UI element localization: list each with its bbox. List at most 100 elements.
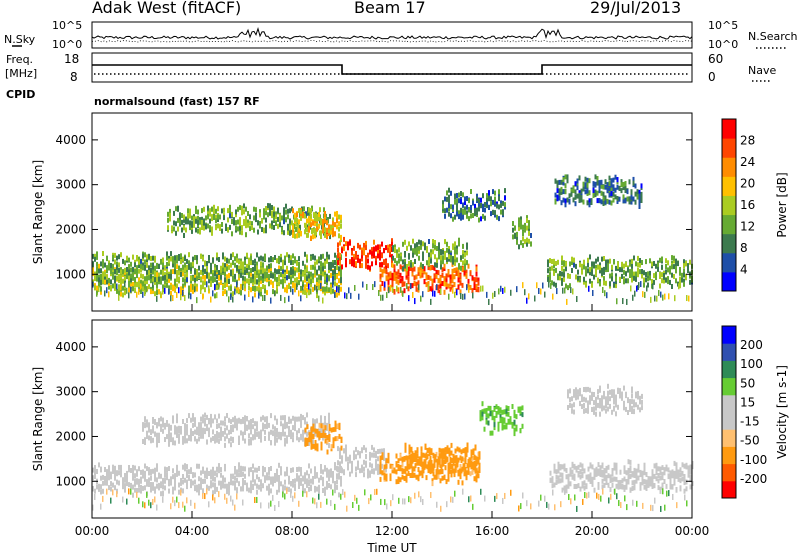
data-cell [341,468,343,474]
data-cell [634,183,637,189]
data-cell [375,246,377,252]
data-cell [408,260,410,266]
data-cell [268,275,270,280]
data-cell [186,430,188,436]
data-cell [216,265,218,270]
data-cell [501,409,504,415]
data-cell [314,230,316,236]
data-cell [106,268,108,274]
data-cell [396,260,398,266]
data-cell [493,422,496,428]
data-cell [298,484,300,489]
data-cell [549,477,552,483]
data-cell [591,269,593,275]
data-cell [336,274,338,280]
data-cell [144,463,146,469]
data-cell [152,265,154,271]
data-cell [210,418,212,424]
data-cell [452,453,455,459]
data-cell [637,475,640,481]
data-cell [178,425,180,431]
data-cell [249,226,251,232]
data-cell [191,215,193,221]
data-cell [114,275,116,281]
data-cell [464,451,467,456]
data-cell [651,279,653,284]
data-cell [385,458,388,464]
data-cell [499,407,502,413]
data-cell [241,205,243,211]
data-cell [217,223,219,229]
data-cell [138,487,140,493]
clutter-cell [292,288,294,295]
data-cell [601,463,604,469]
data-cell [585,266,587,272]
data-cell [399,477,402,483]
data-cell [142,422,144,428]
data-cell [320,275,322,281]
data-cell [186,277,188,283]
data-cell [440,264,442,270]
data-cell [278,269,280,275]
data-cell [596,176,599,181]
data-cell [310,441,313,447]
clutter-cell [108,291,110,298]
data-cell [108,284,110,290]
data-cell [142,469,144,475]
data-cell [237,226,239,232]
data-cell [665,258,667,264]
data-cell [599,265,601,271]
data-cell [621,261,623,267]
data-cell [326,449,329,455]
clutter-cell [570,287,572,294]
data-cell [314,425,316,431]
data-cell [94,285,96,291]
data-cell [432,243,434,249]
data-cell [579,277,581,283]
data-cell [206,414,208,420]
data-cell [604,184,607,190]
data-cell [244,276,246,282]
data-cell [217,206,219,212]
data-cell [421,272,424,278]
clutter-cell [652,283,654,290]
data-cell [226,413,228,418]
data-cell [408,464,411,470]
data-cell [387,247,389,253]
data-cell [148,284,150,290]
data-cell [174,485,176,491]
data-cell [188,290,190,295]
data-cell [148,427,150,433]
data-cell [224,416,226,422]
data-cell [179,217,181,222]
data-cell [202,414,204,420]
data-cell [287,214,289,220]
data-cell [355,254,357,260]
data-cell [174,473,176,479]
data-cell [108,262,110,268]
data-cell [242,264,244,270]
data-cell [160,278,162,284]
data-cell [228,429,230,435]
data-cell [389,246,391,252]
data-cell [591,464,594,470]
data-cell [512,227,514,233]
data-cell [429,275,432,281]
data-cell [188,260,190,266]
data-cell [647,276,649,282]
data-cell [262,273,264,279]
data-cell [448,468,451,474]
clutter-cell [202,293,204,300]
clutter-cell [372,284,374,291]
data-cell [300,209,302,215]
data-cell [222,478,224,484]
data-cell [461,480,464,486]
data-cell [100,268,102,274]
data-cell [264,273,266,279]
data-cell [472,213,474,218]
data-cell [250,268,252,273]
data-cell [320,423,323,429]
data-cell [581,466,584,472]
data-cell [214,482,216,488]
data-cell [577,275,579,281]
